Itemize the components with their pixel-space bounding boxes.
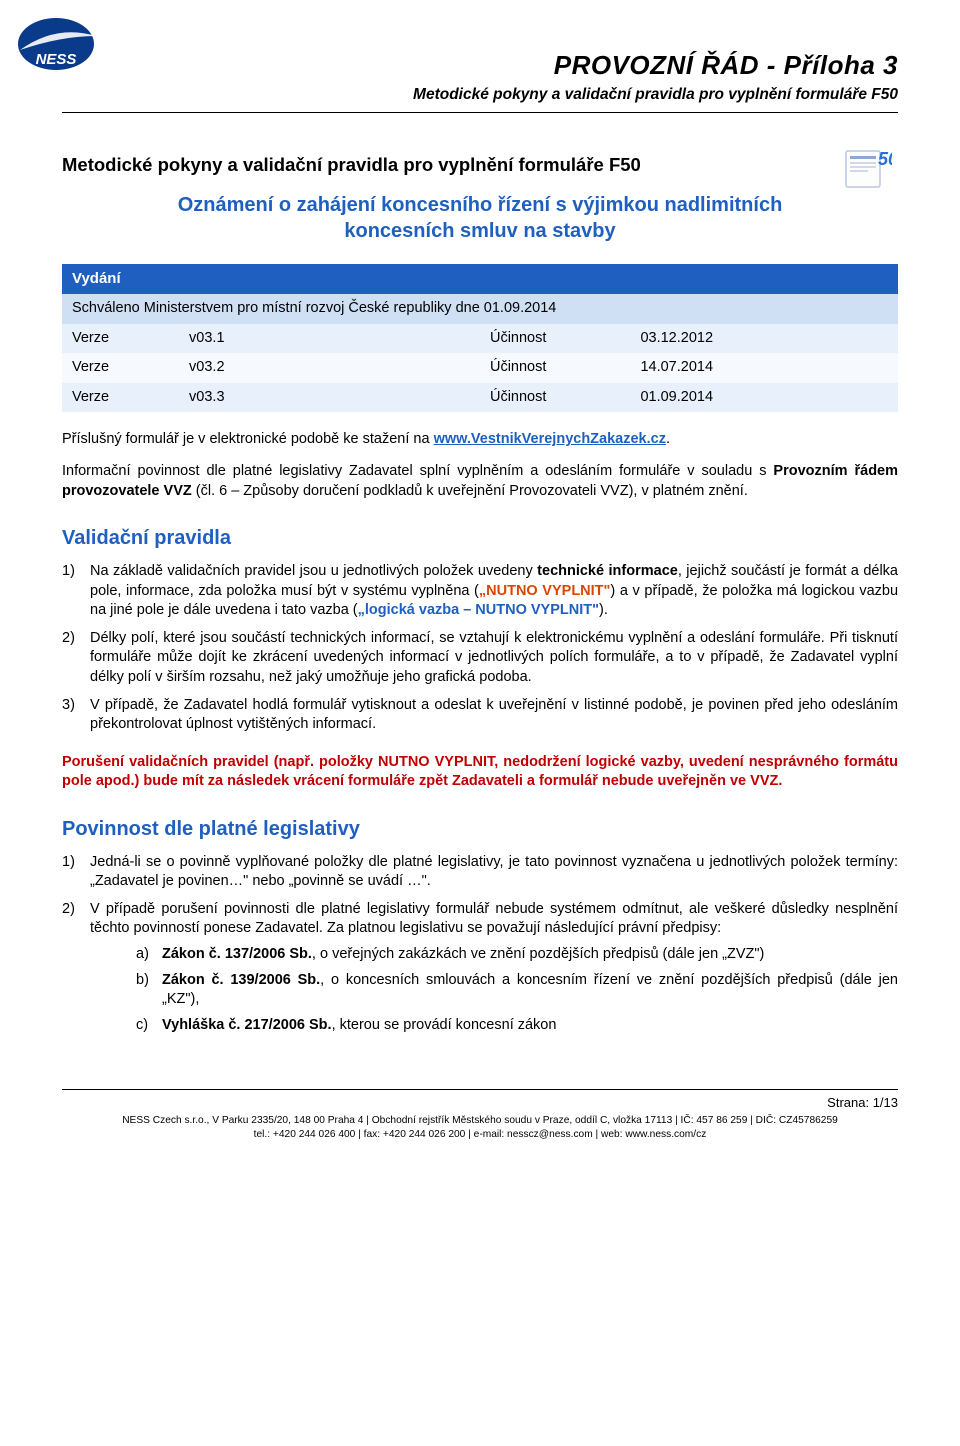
list-letter: c) (136, 1016, 162, 1036)
page-footer: Strana: 1/13 NESS Czech s.r.o., V Parku … (62, 1089, 898, 1141)
list-text: Vyhláška č. 217/2006 Sb., kterou se prov… (162, 1016, 898, 1036)
cell: Účinnost (480, 324, 630, 354)
header-rule (62, 112, 898, 113)
list-item: 1) Jedná-li se o povinně vyplňované polo… (62, 853, 898, 892)
list-number: 1) (62, 562, 90, 621)
announcement-line1: Oznámení o zahájení koncesního řízení s … (178, 194, 783, 216)
vestnik-link[interactable]: www.VestnikVerejnychZakazek.cz (434, 431, 666, 447)
section-validation-rules: Validační pravidla (62, 525, 898, 552)
section-legal-duty: Povinnost dle platné legislativy (62, 816, 898, 843)
text: (čl. 6 – Způsoby doručení podkladů k uve… (192, 483, 748, 499)
legal-duty-list: 1) Jedná-li se o povinně vyplňované polo… (62, 853, 898, 1042)
cell: 01.09.2014 (630, 383, 898, 413)
para-download: Příslušný formulář je v elektronické pod… (62, 430, 898, 450)
svg-text:NESS: NESS (36, 51, 77, 68)
cell: 14.07.2014 (630, 353, 898, 383)
validation-list: 1) Na základě validačních pravidel jsou … (62, 562, 898, 735)
list-item: c)Vyhláška č. 217/2006 Sb., kterou se pr… (136, 1016, 898, 1036)
list-number: 2) (62, 900, 90, 1041)
list-item: b)Zákon č. 139/2006 Sb., o koncesních sm… (136, 971, 898, 1010)
ness-logo: NESS (16, 16, 106, 84)
header-title: PROVOZNÍ ŘÁD - Příloha 3 (62, 48, 898, 83)
cell: Účinnost (480, 353, 630, 383)
bold-text: technické informace (537, 563, 678, 579)
list-item: a)Zákon č. 137/2006 Sb., o veřejných zak… (136, 945, 898, 965)
f50-form-icon: 50 (840, 147, 892, 189)
bold-text: Zákon č. 139/2006 Sb. (162, 972, 320, 988)
text: V případě porušení povinnosti dle platné… (90, 901, 898, 937)
text: , kterou se provádí koncesní zákon (332, 1017, 557, 1033)
cell: Účinnost (480, 383, 630, 413)
cell: v03.1 (179, 324, 480, 354)
page-number: Strana: 1/13 (62, 1094, 898, 1112)
list-text: V případě porušení povinnosti dle platné… (90, 900, 898, 1041)
cell: Verze (62, 324, 179, 354)
document-title: Metodické pokyny a validační pravidla pr… (62, 153, 898, 178)
table-approved: Schváleno Ministerstvem pro místní rozvo… (62, 294, 898, 324)
para-info-duty: Informační povinnost dle platné legislat… (62, 462, 898, 501)
list-letter: a) (136, 945, 162, 965)
bold-text: Zákon č. 137/2006 Sb. (162, 946, 312, 962)
laws-sublist: a)Zákon č. 137/2006 Sb., o veřejných zak… (136, 945, 898, 1035)
bold-text: Vyhláška č. 217/2006 Sb. (162, 1017, 332, 1033)
list-text: V případě, že Zadavatel hodlá formulář v… (90, 696, 898, 735)
list-text: Jedná-li se o povinně vyplňované položky… (90, 853, 898, 892)
violation-warning: Porušení validačních pravidel (např. pol… (62, 753, 898, 792)
cell: Verze (62, 353, 179, 383)
footer-line1: NESS Czech s.r.o., V Parku 2335/20, 148 … (62, 1114, 898, 1128)
list-item: 3) V případě, že Zadavatel hodlá formulá… (62, 696, 898, 735)
list-item: 2) Délky polí, které jsou součástí techn… (62, 629, 898, 688)
nutno-vyplnit: „NUTNO VYPLNIT" (479, 583, 611, 599)
cell: 03.12.2012 (630, 324, 898, 354)
table-header: Vydání (62, 264, 898, 294)
list-number: 3) (62, 696, 90, 735)
list-item: 2) V případě porušení povinnosti dle pla… (62, 900, 898, 1041)
svg-text:50: 50 (878, 149, 892, 169)
list-text: Zákon č. 137/2006 Sb., o veřejných zakáz… (162, 945, 898, 965)
list-text: Zákon č. 139/2006 Sb., o koncesních smlo… (162, 971, 898, 1010)
cell: v03.3 (179, 383, 480, 413)
table-row: Verze v03.3 Účinnost 01.09.2014 (62, 383, 898, 413)
text: , o veřejných zakázkách ve znění pozdějš… (312, 946, 764, 962)
list-number: 1) (62, 853, 90, 892)
announcement-heading: Oznámení o zahájení koncesního řízení s … (62, 192, 898, 244)
list-item: 1) Na základě validačních pravidel jsou … (62, 562, 898, 621)
announcement-line2: koncesních smluv na stavby (344, 220, 615, 242)
text: Na základě validačních pravidel jsou u j… (90, 563, 537, 579)
version-table: Vydání Schváleno Ministerstvem pro místn… (62, 264, 898, 413)
list-letter: b) (136, 971, 162, 1010)
text: Informační povinnost dle platné legislat… (62, 463, 773, 479)
list-text: Délky polí, které jsou součástí technick… (90, 629, 898, 688)
table-row: Verze v03.1 Účinnost 03.12.2012 (62, 324, 898, 354)
text: . (666, 431, 670, 447)
footer-line2: tel.: +420 244 026 400 | fax: +420 244 0… (62, 1128, 898, 1142)
text: Příslušný formulář je v elektronické pod… (62, 431, 434, 447)
page-header: NESS PROVOZNÍ ŘÁD - Příloha 3 Metodické … (62, 48, 898, 113)
header-subtitle: Metodické pokyny a validační pravidla pr… (62, 85, 898, 106)
list-number: 2) (62, 629, 90, 688)
list-text: Na základě validačních pravidel jsou u j… (90, 562, 898, 621)
cell: v03.2 (179, 353, 480, 383)
text: ). (599, 602, 608, 618)
logicka-vazba: „logická vazba – NUTNO VYPLNIT" (358, 602, 599, 618)
table-row: Verze v03.2 Účinnost 14.07.2014 (62, 353, 898, 383)
cell: Verze (62, 383, 179, 413)
